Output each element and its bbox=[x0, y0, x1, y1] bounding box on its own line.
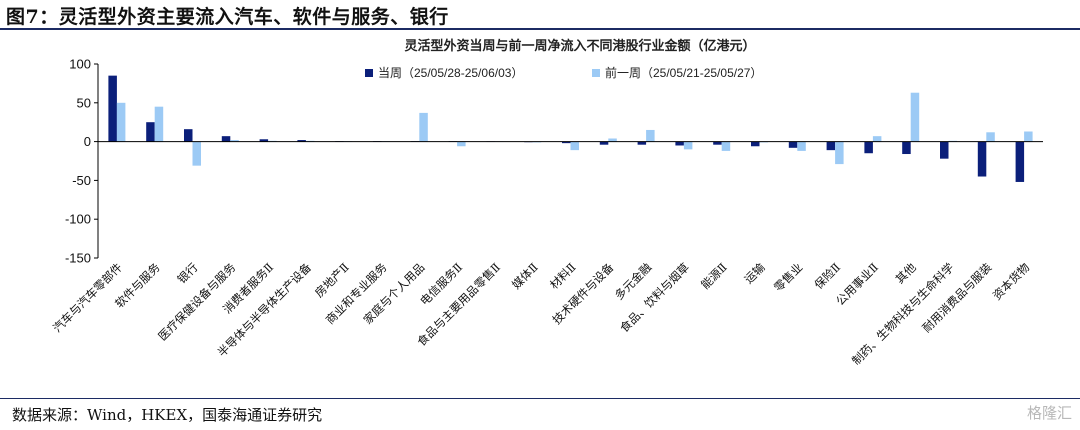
y-tick-label: 50 bbox=[77, 95, 91, 110]
y-tick-label: -50 bbox=[72, 173, 91, 188]
bar-current bbox=[599, 141, 609, 145]
bar-previous bbox=[986, 132, 995, 142]
bar-previous bbox=[683, 141, 693, 150]
bar-previous bbox=[1024, 131, 1033, 142]
legend: 当周（25/05/28-25/06/03） 前一周（25/05/21-25/05… bbox=[365, 65, 762, 80]
bar-current bbox=[221, 136, 231, 142]
x-tick-label: 能源Ⅱ bbox=[698, 260, 730, 292]
y-tick-label: -150 bbox=[65, 251, 91, 266]
x-tick-label: 银行 bbox=[174, 260, 200, 286]
source-note: 数据来源：Wind，HKEX，国泰海通证券研究 bbox=[12, 406, 323, 424]
bar-current bbox=[940, 141, 949, 159]
bar-current bbox=[902, 141, 911, 155]
bar-current bbox=[977, 141, 987, 177]
bar-current bbox=[146, 122, 155, 142]
x-tick-label: 汽车与汽车零部件 bbox=[50, 260, 125, 335]
bar-previous bbox=[646, 129, 655, 142]
top-divider bbox=[0, 28, 1080, 30]
x-tick-label: 其他 bbox=[893, 260, 920, 287]
x-tick-label: 材料Ⅱ bbox=[547, 260, 579, 292]
y-tick-label: -100 bbox=[65, 212, 91, 227]
figure-title: 图7：灵活型外资主要流入汽车、软件与服务、银行 bbox=[6, 6, 449, 28]
legend-label-current: 当周（25/05/28-25/06/03） bbox=[378, 66, 523, 80]
bar-current bbox=[108, 75, 117, 142]
legend-label-previous: 前一周（25/05/21-25/05/27） bbox=[605, 65, 762, 80]
bars bbox=[108, 75, 1033, 182]
y-axis: 100 50 0 -50 -100 -150 bbox=[65, 57, 99, 266]
bar-current bbox=[184, 129, 193, 142]
y-tick-label: 100 bbox=[69, 57, 91, 72]
bar-current bbox=[864, 141, 873, 154]
bar-current bbox=[259, 139, 269, 142]
bar-previous bbox=[835, 141, 844, 165]
bar-previous bbox=[797, 141, 806, 151]
bar-previous bbox=[608, 138, 617, 142]
bar-previous bbox=[230, 140, 239, 142]
x-tick-label: 媒体Ⅱ bbox=[509, 260, 541, 292]
bar-current bbox=[1015, 141, 1025, 182]
bar-current bbox=[637, 141, 647, 145]
watermark: 格隆汇 bbox=[1026, 404, 1072, 422]
chart-title: 灵活型外资当周与前一周净流入不同港股行业金额（亿港元） bbox=[404, 38, 755, 54]
bottom-divider bbox=[0, 398, 1080, 399]
bar-previous bbox=[872, 136, 882, 142]
bar-current bbox=[826, 141, 836, 151]
bar-current bbox=[562, 141, 571, 144]
bar-current bbox=[713, 141, 722, 145]
legend-swatch-current bbox=[365, 69, 373, 77]
x-tick-label: 保险Ⅱ bbox=[812, 260, 844, 292]
bar-previous bbox=[457, 141, 466, 147]
bar-previous bbox=[910, 92, 920, 142]
x-tick-label: 耐用消费品与服装 bbox=[919, 260, 994, 335]
bar-chart: 灵活型外资当周与前一周净流入不同港股行业金额（亿港元） 当周（25/05/28-… bbox=[50, 38, 1043, 368]
legend-swatch-previous bbox=[592, 69, 600, 77]
x-tick-label: 运输 bbox=[741, 260, 768, 287]
bar-previous bbox=[570, 141, 579, 151]
bar-previous bbox=[721, 141, 731, 151]
bar-current bbox=[297, 140, 306, 142]
bar-previous bbox=[116, 102, 126, 142]
bar-previous bbox=[192, 141, 201, 166]
x-tick-label: 食品、饮料与烟草 bbox=[617, 260, 692, 335]
x-tick-label: 资本货物 bbox=[990, 260, 1032, 302]
bar-current bbox=[788, 141, 798, 148]
bar-previous bbox=[419, 112, 428, 142]
bar-previous bbox=[154, 106, 164, 142]
y-tick-label: 0 bbox=[84, 134, 91, 149]
x-tick-label: 零售业 bbox=[771, 260, 805, 294]
bar-current bbox=[675, 141, 684, 146]
bar-current bbox=[751, 141, 760, 147]
